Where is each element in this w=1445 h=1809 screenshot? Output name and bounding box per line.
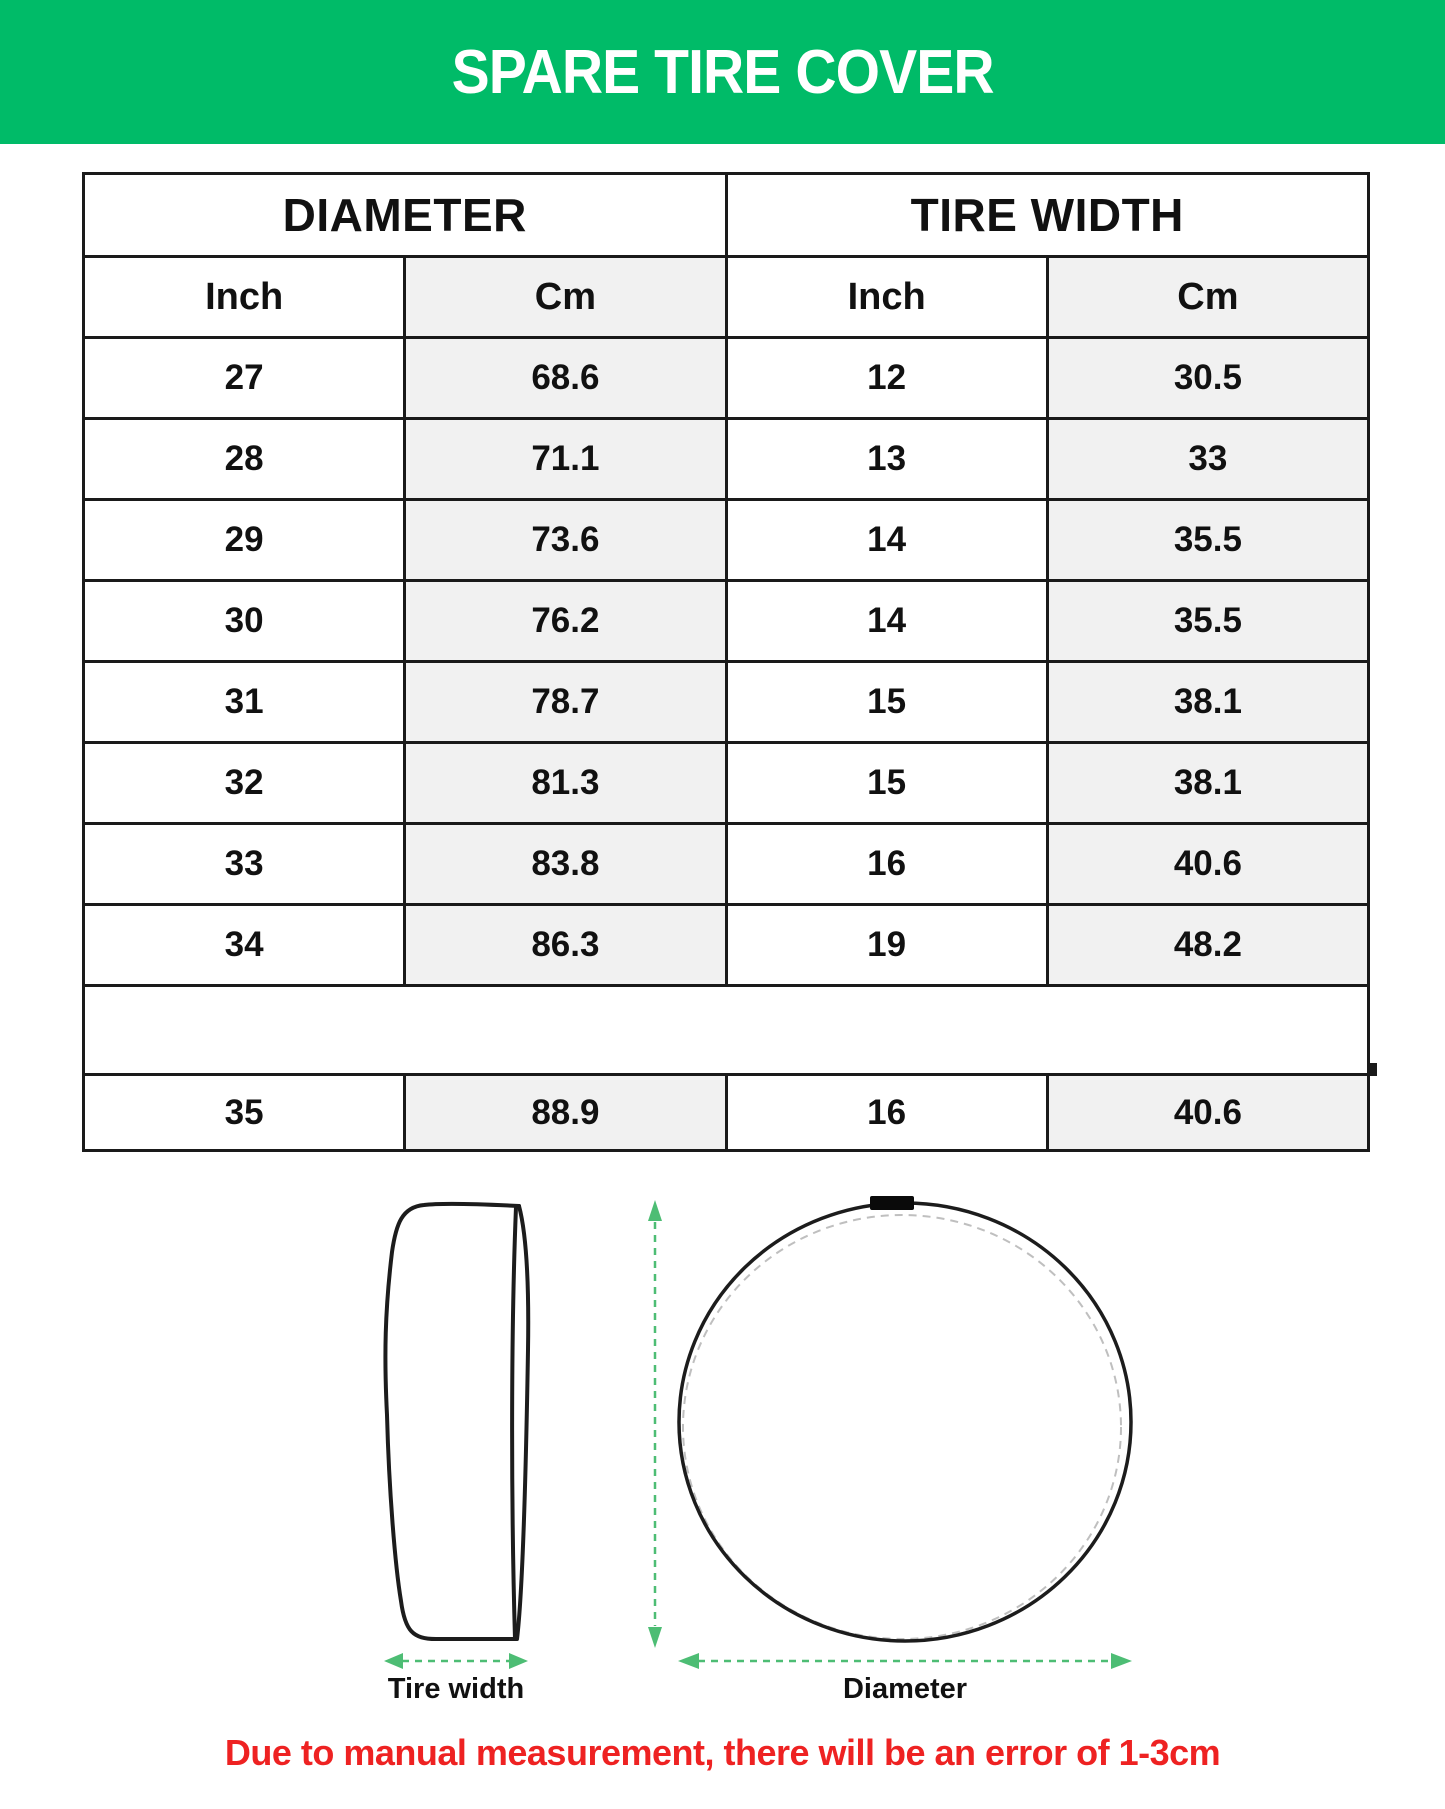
- table-cell: 31: [81, 660, 407, 744]
- table-cell: 16: [724, 1073, 1049, 1152]
- table-cell: 73.6: [403, 498, 728, 582]
- table-cell: 86.3: [403, 903, 728, 987]
- table-cell: 19: [724, 903, 1049, 987]
- table-cell: 33: [81, 822, 407, 906]
- arrow-left-icon: [678, 1653, 699, 1669]
- arrow-up-icon: [648, 1200, 662, 1221]
- table-cell: 48.2: [1045, 903, 1371, 987]
- table-row: 29 73.6 14 35.5: [81, 498, 1371, 582]
- table-cell: 15: [724, 741, 1049, 825]
- table-cell: 88.9: [403, 1073, 728, 1152]
- subheader-width-cm: Cm: [1045, 255, 1371, 339]
- table-row: 32 81.3 15 38.1: [81, 741, 1371, 825]
- table-cell: 68.6: [403, 336, 728, 420]
- table-cell: 81.3: [403, 741, 728, 825]
- table-spacer-row: [82, 984, 1377, 1076]
- arrow-right-icon: [1111, 1653, 1132, 1669]
- table-cell: 38.1: [1045, 660, 1371, 744]
- side-view-inner-edge: [510, 1205, 518, 1641]
- side-view-outer-edge: [515, 1204, 531, 1641]
- table-cell: 12: [724, 336, 1049, 420]
- table-cell: 35.5: [1045, 579, 1371, 663]
- front-view-circle: [677, 1201, 1133, 1643]
- table-cell: 38.1: [1045, 741, 1371, 825]
- table-cell: 14: [724, 579, 1049, 663]
- subheader-width-inch: Inch: [724, 255, 1049, 339]
- column-group-tire-width: TIRE WIDTH: [724, 172, 1370, 258]
- table-cell: 40.6: [1045, 822, 1371, 906]
- header-band: SPARE TIRE COVER: [0, 0, 1445, 144]
- table-cell: 13: [724, 417, 1049, 501]
- tire-top-tab: [870, 1196, 914, 1210]
- table-cell: 40.6: [1045, 1073, 1371, 1152]
- tire-side-view: [383, 1201, 531, 1641]
- table-cell: 15: [724, 660, 1049, 744]
- table-row: 31 78.7 15 38.1: [81, 660, 1371, 744]
- table-cell: 76.2: [403, 579, 728, 663]
- table-row: 33 83.8 16 40.6: [81, 822, 1371, 906]
- tire-width-arrow: [384, 1653, 528, 1669]
- table-group-header-row: DIAMETER TIRE WIDTH: [82, 172, 1370, 258]
- table-cell: 33: [1045, 417, 1371, 501]
- table-cell: 32: [81, 741, 407, 825]
- column-group-diameter: DIAMETER: [82, 172, 728, 258]
- arrow-right-icon: [509, 1653, 528, 1669]
- arrow-down-icon: [648, 1627, 662, 1648]
- subheader-diameter-cm: Cm: [403, 255, 728, 339]
- table-row: 28 71.1 13 33: [81, 417, 1371, 501]
- table-cell: 29: [81, 498, 407, 582]
- arrow-left-icon: [384, 1653, 403, 1669]
- table-row: 35 88.9 16 40.6: [81, 1073, 1371, 1152]
- diameter-vertical-arrow: [648, 1200, 662, 1648]
- subheader-diameter-inch: Inch: [81, 255, 407, 339]
- size-chart-table: DIAMETER TIRE WIDTH Inch Cm Inch Cm 27 68…: [81, 172, 1377, 1152]
- diameter-label: Diameter: [842, 1673, 968, 1705]
- table-cell: 14: [724, 498, 1049, 582]
- table-cell: 78.7: [403, 660, 728, 744]
- tire-width-label: Tire width: [387, 1673, 525, 1705]
- table-cell: 35: [81, 1073, 407, 1152]
- table-cell: 34: [81, 903, 407, 987]
- table-cell: 27: [81, 336, 407, 420]
- tire-front-view: [677, 1196, 1133, 1643]
- table-row: 27 68.6 12 30.5: [81, 336, 1371, 420]
- table-cell: 30.5: [1045, 336, 1371, 420]
- page-title: SPARE TIRE COVER: [451, 37, 994, 107]
- table-cell: 71.1: [403, 417, 728, 501]
- diameter-arrow: [678, 1653, 1132, 1669]
- table-cell: 16: [724, 822, 1049, 906]
- table-row: 34 86.3 19 48.2: [81, 903, 1371, 987]
- front-view-dashed-outline: [682, 1214, 1122, 1640]
- table-row: 30 76.2 14 35.5: [81, 579, 1371, 663]
- border-notch: [1367, 1063, 1377, 1076]
- table-cell: 28: [81, 417, 407, 501]
- table-cell: 35.5: [1045, 498, 1371, 582]
- measurement-disclaimer: Due to manual measurement, there will be…: [224, 1732, 1221, 1773]
- table-subheader-row: Inch Cm Inch Cm: [81, 255, 1371, 339]
- table-cell: 30: [81, 579, 407, 663]
- side-view-outline: [383, 1201, 521, 1641]
- table-spacer-cell: [82, 984, 1377, 1076]
- table-cell: 83.8: [403, 822, 728, 906]
